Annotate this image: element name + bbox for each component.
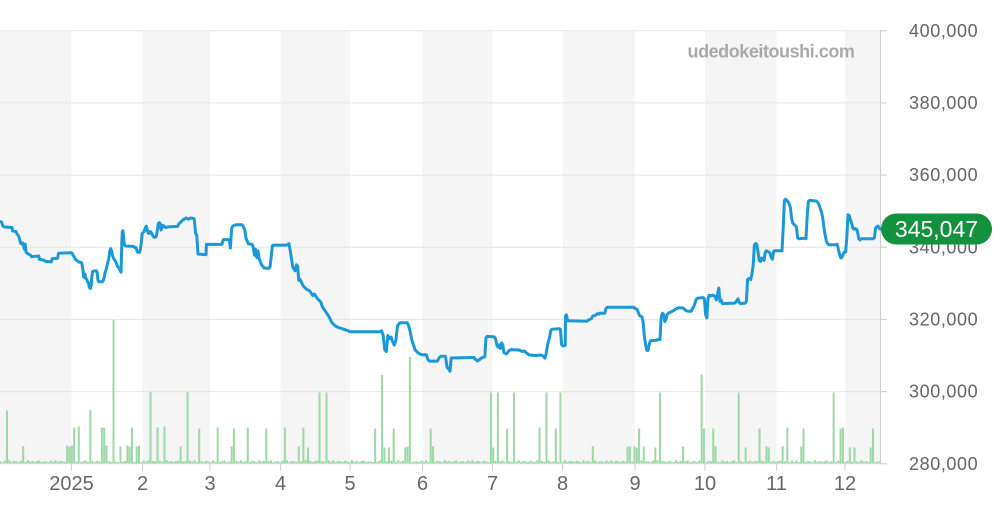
svg-text:3: 3 xyxy=(204,473,215,495)
svg-text:320,000: 320,000 xyxy=(909,309,978,329)
svg-text:9: 9 xyxy=(629,473,640,495)
svg-text:380,000: 380,000 xyxy=(909,93,978,113)
svg-text:12: 12 xyxy=(834,473,856,495)
svg-text:280,000: 280,000 xyxy=(909,454,978,474)
svg-text:6: 6 xyxy=(417,473,428,495)
svg-text:400,000: 400,000 xyxy=(909,21,978,41)
svg-text:345,047: 345,047 xyxy=(895,216,978,242)
svg-text:5: 5 xyxy=(344,473,355,495)
svg-text:udedokeitoushi.com: udedokeitoushi.com xyxy=(688,42,855,62)
svg-text:4: 4 xyxy=(275,473,286,495)
svg-text:360,000: 360,000 xyxy=(909,165,978,185)
svg-text:2: 2 xyxy=(137,473,148,495)
svg-text:10: 10 xyxy=(694,473,716,495)
svg-text:8: 8 xyxy=(557,473,568,495)
svg-text:300,000: 300,000 xyxy=(909,382,978,402)
svg-text:11: 11 xyxy=(766,473,787,495)
svg-text:2025: 2025 xyxy=(49,473,94,495)
svg-text:7: 7 xyxy=(487,473,498,495)
